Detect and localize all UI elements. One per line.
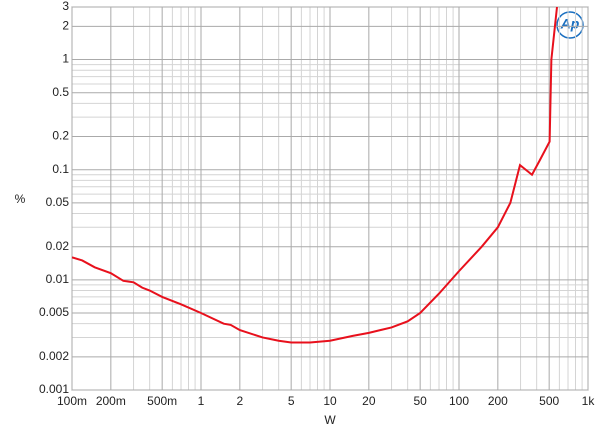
y-tick-label: 1 xyxy=(62,52,69,66)
y-tick-label: 0.2 xyxy=(52,129,69,143)
logo-text: Ap xyxy=(560,16,580,32)
x-tick-label: 1 xyxy=(198,394,205,408)
x-tick-label: 500m xyxy=(147,394,177,408)
x-tick-label: 100 xyxy=(449,394,469,408)
logo: Ap xyxy=(556,11,584,39)
y-tick-label: 2 xyxy=(62,19,69,33)
y-tick-label: 0.005 xyxy=(39,305,69,319)
y-tick-label: 0.02 xyxy=(46,239,70,253)
x-tick-label: 100m xyxy=(57,394,87,408)
y-tick-label: 0.01 xyxy=(46,272,70,286)
x-tick-label: 500 xyxy=(539,394,559,408)
y-tick-label: 0.05 xyxy=(46,195,70,209)
x-tick-label: 1k xyxy=(582,394,596,408)
x-tick-label: 20 xyxy=(362,394,376,408)
x-tick-label: 5 xyxy=(288,394,295,408)
y-tick-label: 0.1 xyxy=(52,162,69,176)
x-tick-label: 200 xyxy=(488,394,508,408)
y-tick-label: 0.5 xyxy=(52,85,69,99)
x-tick-label: 50 xyxy=(413,394,427,408)
y-axis-label: % xyxy=(15,192,26,206)
x-axis-label: W xyxy=(324,413,336,427)
grid xyxy=(71,6,589,391)
y-tick-label: 0.001 xyxy=(39,382,69,396)
x-tick-label: 10 xyxy=(323,394,337,408)
x-tick-label: 2 xyxy=(236,394,243,408)
data-line xyxy=(72,7,558,344)
y-tick-label: 0.002 xyxy=(39,349,69,363)
y-tick-label: 3 xyxy=(62,0,69,13)
x-tick-label: 200m xyxy=(96,394,126,408)
